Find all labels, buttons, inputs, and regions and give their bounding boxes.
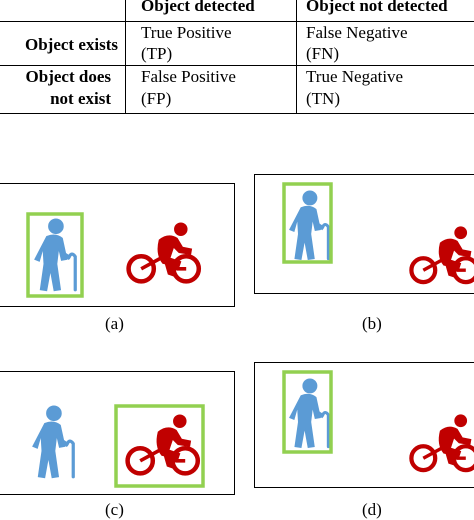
panel-c-bounding-box (114, 404, 205, 488)
panel-a-caption: (a) (105, 314, 124, 333)
panel-c-caption: (c) (105, 500, 124, 519)
panel-b-caption: (b) (362, 314, 382, 333)
row-label-object-does-not-exist-line2: not exist (50, 89, 111, 108)
cell-tp-line1: True Positive (141, 23, 232, 42)
panel-a-frame (0, 183, 235, 307)
table-rule-header (0, 21, 474, 22)
panel-c-pedestrian-icon (31, 404, 75, 480)
cell-fp-line2: (FP) (141, 89, 172, 108)
cell-tn-line2: (TN) (306, 89, 340, 108)
panel-c-cyclist-icon (128, 415, 198, 474)
cell-fp-line1: False Positive (141, 67, 236, 86)
panel-a-bounding-box (26, 212, 84, 298)
cell-tn-line1: True Negative (306, 67, 404, 86)
panel-d-cyclist-icon (411, 415, 474, 470)
row-label-object-does-not-exist-line1: Object does (25, 67, 111, 86)
cell-fn-line2: (FN) (306, 44, 340, 63)
panel-a-pedestrian-icon (33, 217, 77, 293)
table-rule-row1 (0, 65, 474, 66)
panel-b-pedestrian-icon (288, 189, 330, 262)
panel-c-frame (0, 371, 235, 495)
panel-d-frame (254, 362, 474, 488)
cell-fn-line1: False Negative (306, 23, 408, 42)
row-label-object-exists: Object exists (24, 35, 118, 54)
panel-a-cyclist-icon (129, 223, 199, 282)
table-rule-bottom (0, 113, 474, 114)
panel-b-frame (254, 174, 474, 294)
panel-d-pedestrian-icon (288, 377, 330, 450)
cell-tp-line2: (TP) (141, 44, 173, 63)
panel-b-bounding-box (282, 182, 333, 264)
panel-b-cyclist-icon (411, 227, 474, 282)
table-col-rule-1 (125, 0, 126, 113)
confusion-table: Object detected Object not detected Obje… (0, 0, 474, 120)
header-object-detected: Object detected (141, 0, 255, 15)
table-col-rule-2 (296, 0, 297, 113)
panel-d-bounding-box (282, 370, 333, 454)
header-object-not-detected: Object not detected (306, 0, 448, 15)
panel-d-caption: (d) (362, 500, 382, 519)
